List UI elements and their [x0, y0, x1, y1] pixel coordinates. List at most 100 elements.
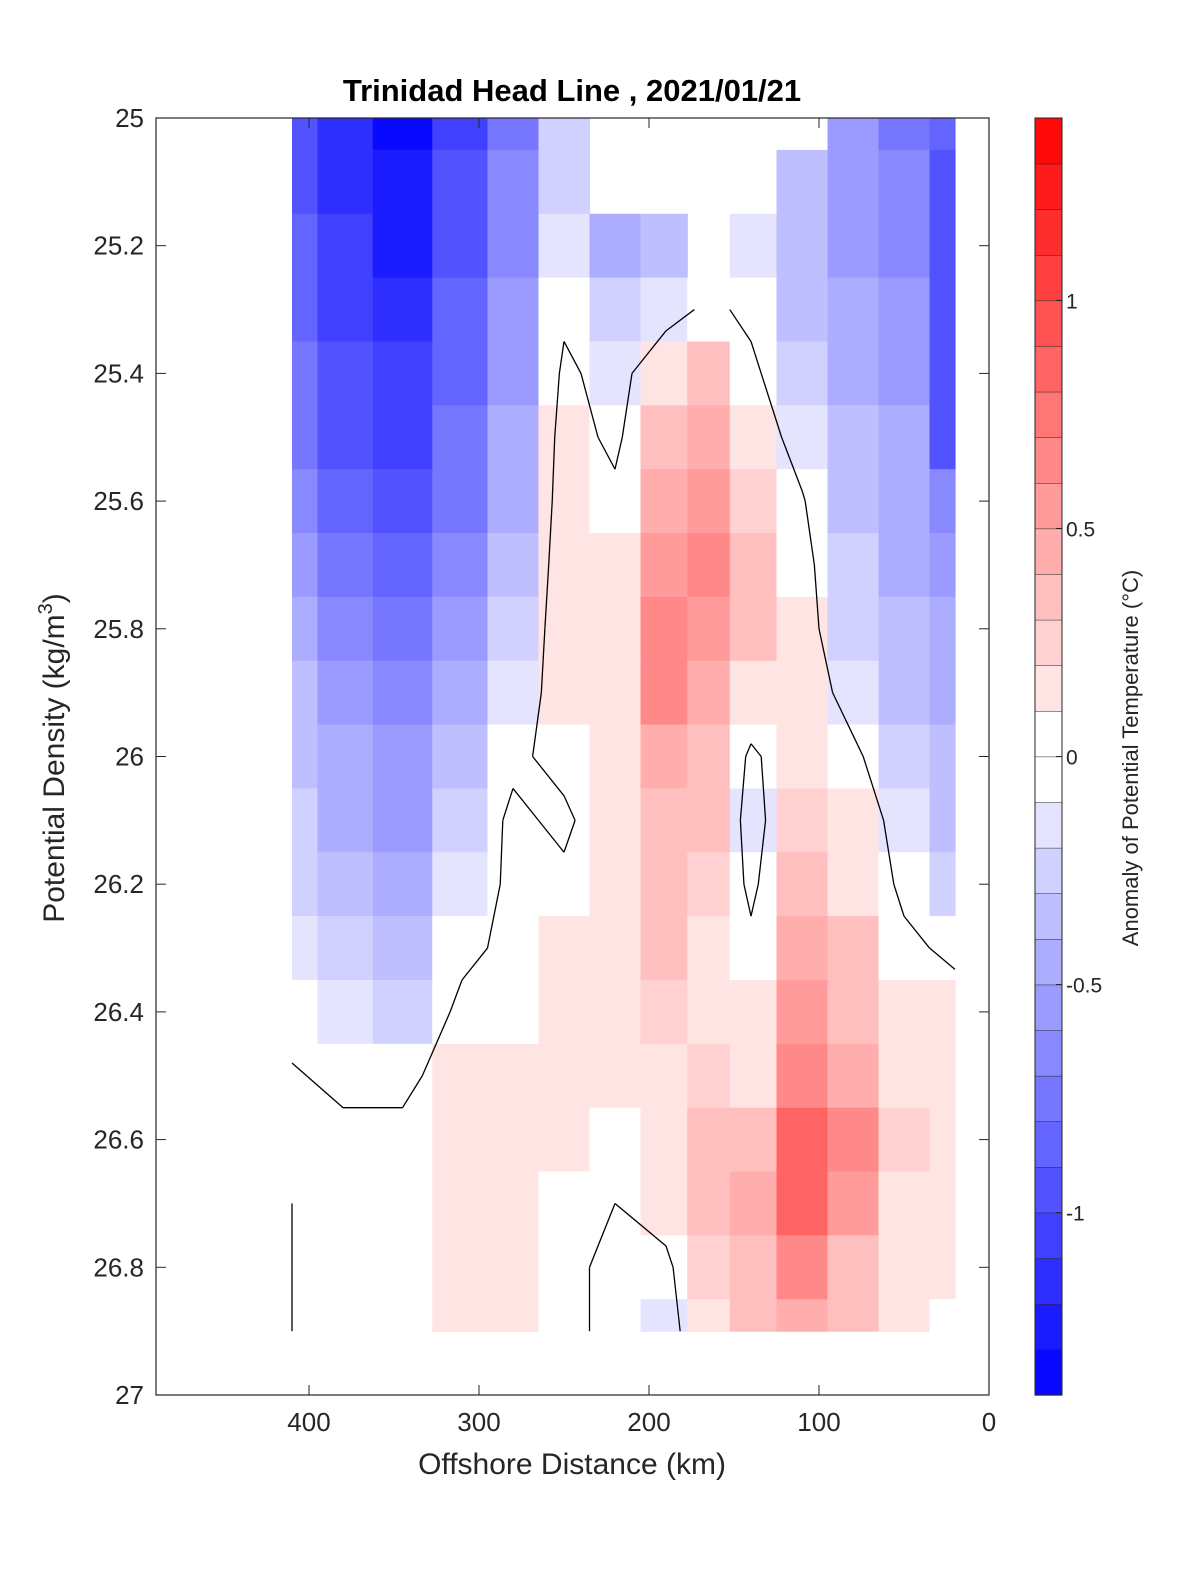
- heat-cell: [827, 660, 880, 726]
- heat-cell: [929, 1043, 956, 1109]
- heat-cell: [317, 788, 374, 853]
- heat-cell: [878, 1043, 931, 1109]
- heat-cell: [878, 916, 931, 981]
- heat-cell: [538, 788, 591, 853]
- heat-cell: [317, 1107, 374, 1173]
- contour-segment: [563, 795, 576, 821]
- heat-cell: [929, 277, 956, 343]
- contour-segment: [757, 820, 767, 885]
- heat-cell: [776, 1299, 829, 1332]
- heat-cell: [729, 533, 778, 598]
- heatmap-cells: [292, 118, 956, 1332]
- heat-cell: [487, 405, 540, 470]
- heat-cell: [729, 277, 778, 343]
- heat-cell: [372, 596, 433, 662]
- heat-cell: [827, 979, 880, 1045]
- contour-segment: [903, 915, 931, 949]
- x-axis-ticks: 400 300 200 100 0: [287, 118, 996, 1437]
- heat-cell: [538, 660, 591, 726]
- heat-cell: [878, 1107, 931, 1173]
- heat-cell: [317, 277, 374, 343]
- heat-cell: [372, 660, 433, 726]
- heat-cell: [292, 405, 319, 470]
- colorbar-swatch: [1034, 391, 1063, 438]
- contour-segment: [804, 501, 816, 566]
- contour-segment: [750, 884, 759, 917]
- colorbar-swatch: [1034, 893, 1063, 940]
- colorbar-swatch: [1034, 665, 1063, 712]
- heat-cell: [640, 979, 688, 1045]
- heat-cell: [372, 916, 433, 981]
- heat-cell: [776, 533, 829, 598]
- heat-cell: [432, 213, 489, 279]
- heat-cell: [589, 660, 642, 726]
- heat-cell: [776, 788, 829, 853]
- x-tick-label: 100: [797, 1407, 840, 1437]
- heat-cell: [317, 660, 374, 726]
- heat-cell: [292, 724, 319, 790]
- heat-cell: [640, 1235, 688, 1300]
- colorbar-swatch: [1034, 300, 1063, 347]
- heat-cell: [317, 469, 374, 534]
- heat-cell: [929, 405, 956, 470]
- heat-cell: [687, 1107, 731, 1173]
- y-tick-label: 25.4: [93, 358, 144, 388]
- heat-cell: [292, 213, 319, 279]
- heat-cell: [878, 149, 931, 215]
- heat-cell: [878, 341, 931, 406]
- y-tick-label: 27: [115, 1380, 144, 1410]
- y-axis-label-close: ): [38, 593, 71, 603]
- colorbar-tick-label: 0.5: [1066, 518, 1095, 541]
- heat-cell: [432, 277, 489, 343]
- contour-segment: [551, 437, 556, 502]
- contour-segment: [665, 309, 695, 332]
- heat-cell: [372, 341, 433, 406]
- heat-cell: [487, 1235, 540, 1300]
- heat-cell: [372, 852, 433, 917]
- heat-cell: [640, 852, 688, 917]
- contour-segment: [780, 437, 803, 491]
- y-axis-label-superscript: 3: [35, 603, 57, 614]
- heat-cell: [878, 118, 931, 151]
- heat-cell: [487, 660, 540, 726]
- colorbar-swatch: [1034, 801, 1063, 849]
- x-axis-label: Offshore Distance (km): [418, 1448, 726, 1481]
- heat-cell: [929, 1171, 956, 1236]
- heat-cell: [317, 1171, 374, 1236]
- heat-cell: [317, 1043, 374, 1109]
- heat-cell: [538, 852, 591, 917]
- heat-cell: [687, 724, 731, 790]
- heat-cell: [827, 1299, 880, 1332]
- heat-cell: [432, 1299, 489, 1332]
- contour-segment: [532, 756, 565, 797]
- heat-cell: [589, 596, 642, 662]
- heat-cell: [538, 405, 591, 470]
- heat-cell: [432, 118, 489, 151]
- colorbar-swatch: [1034, 984, 1063, 1031]
- contour-segment: [818, 628, 834, 693]
- x-tick-label: 400: [287, 1407, 330, 1437]
- contour-segment: [544, 564, 550, 629]
- heat-cell: [827, 724, 880, 790]
- heat-cell: [729, 724, 778, 790]
- contour-segment: [739, 756, 747, 821]
- heat-cell: [589, 213, 642, 279]
- heat-cell: [292, 469, 319, 534]
- contour-segment: [401, 1075, 423, 1109]
- heat-cell: [878, 405, 931, 470]
- colorbar-swatch: [1034, 437, 1063, 484]
- heat-cell: [878, 1299, 931, 1332]
- colorbar-swatch: [1034, 117, 1063, 165]
- x-tick-label: 300: [457, 1407, 500, 1437]
- heat-cell: [776, 341, 829, 406]
- heat-cell: [292, 788, 319, 853]
- heat-cell: [372, 1043, 433, 1109]
- x-tick-label: 200: [627, 1407, 670, 1437]
- contour-segment: [614, 437, 623, 470]
- heat-cell: [729, 1171, 778, 1236]
- heat-cell: [372, 118, 433, 151]
- heat-cell: [589, 277, 642, 343]
- heat-cell: [589, 341, 642, 406]
- heat-cell: [589, 1235, 642, 1300]
